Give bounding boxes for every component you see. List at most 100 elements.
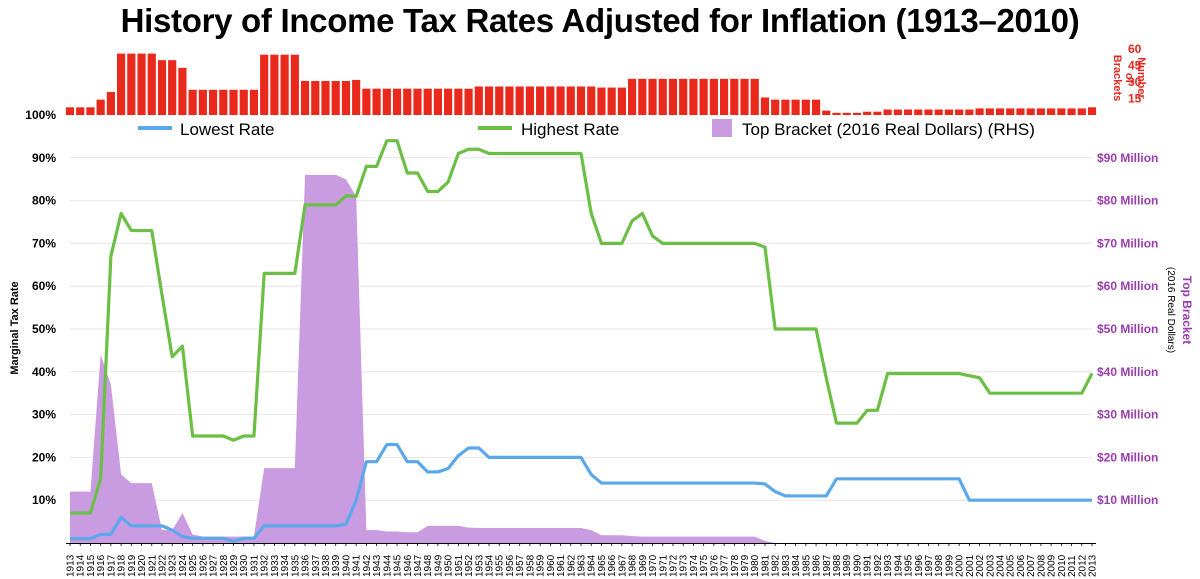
- bracket-bar: [689, 78, 698, 115]
- x-tick-label: 1966: [607, 554, 618, 577]
- bracket-bar: [433, 88, 443, 115]
- x-tick-label: 1917: [106, 554, 117, 577]
- x-tick-label: 2011: [1067, 555, 1078, 577]
- bracket-bar: [239, 89, 248, 115]
- rhs-tick-label: $90 Million: [1097, 151, 1158, 165]
- bracket-bar: [801, 99, 810, 115]
- x-tick-label: 1995: [904, 554, 915, 577]
- legend-label-top-bracket: Top Bracket (2016 Real Dollars) (RHS): [742, 120, 1035, 139]
- bracket-bar: [1026, 108, 1035, 115]
- bracket-bar: [484, 86, 494, 115]
- bracket-bar: [699, 78, 708, 115]
- legend-swatch-highest: [478, 126, 512, 130]
- bracket-bar: [229, 89, 238, 115]
- y-tick-label: 100%: [25, 108, 56, 122]
- bracket-bar: [975, 108, 984, 115]
- bracket-bar: [1047, 108, 1056, 115]
- x-tick-label: 1980: [750, 554, 761, 577]
- rhs-tick-label: $70 Million: [1097, 236, 1158, 250]
- x-tick-label: 2007: [1026, 554, 1037, 577]
- x-tick-label: 1931: [249, 554, 260, 577]
- brackets-label-line-1: Number: [1135, 57, 1147, 99]
- x-tick-label: 1965: [597, 554, 608, 577]
- bracket-bar: [260, 54, 269, 115]
- x-tick-label: 1991: [863, 554, 874, 577]
- bracket-bar: [290, 54, 299, 115]
- rhs-tick-label: $40 Million: [1097, 365, 1158, 379]
- brackets-tick-label: 15: [1128, 92, 1142, 106]
- brackets-label-line-2: of: [1123, 73, 1135, 84]
- bracket-bar: [321, 81, 330, 115]
- bracket-bar: [576, 86, 586, 115]
- x-tick-label: 2009: [1047, 554, 1058, 577]
- bracket-bar: [362, 88, 371, 115]
- x-tick-label: 1920: [137, 554, 148, 577]
- x-tick-label: 1979: [740, 554, 751, 577]
- x-tick-label: 1964: [587, 554, 598, 577]
- bracket-bar: [403, 88, 412, 115]
- x-tick-label: 2013: [1088, 554, 1099, 577]
- bracket-bar: [444, 88, 453, 115]
- rhs-tick-label: $30 Million: [1097, 408, 1158, 422]
- highest-rate-line: [70, 139, 1094, 515]
- x-tick-label: 1960: [546, 554, 557, 577]
- bracket-bar: [730, 78, 739, 115]
- rhs-axis-label: Top Bracket: [1180, 276, 1194, 344]
- bracket-bar: [873, 111, 882, 115]
- x-tick-label: 1928: [219, 554, 230, 577]
- x-tick-label: 1994: [893, 554, 904, 577]
- bracket-bar: [893, 109, 902, 115]
- line-layer: [70, 139, 1094, 543]
- y-tick-label: 60%: [32, 279, 56, 293]
- bracket-bar: [474, 86, 483, 115]
- x-tick-label: 2012: [1077, 554, 1088, 577]
- x-tick-label: 1927: [209, 554, 220, 577]
- bracket-bar: [106, 91, 115, 115]
- bracket-bar: [392, 88, 402, 115]
- y-tick-label: 70%: [32, 236, 56, 250]
- chart-title: History of Income Tax Rates Adjusted for…: [120, 2, 1080, 39]
- x-tick-label: 1941: [352, 554, 363, 577]
- x-tick-label: 1926: [198, 554, 209, 577]
- legend-label-highest: Highest Rate: [521, 120, 619, 139]
- x-tick-label: 2002: [975, 554, 986, 577]
- x-tick-label: 1955: [495, 554, 506, 577]
- bracket-bar: [556, 86, 565, 115]
- x-tick-label: 1963: [577, 554, 588, 577]
- x-tick-label: 1929: [229, 554, 240, 577]
- bracket-bar: [883, 109, 892, 115]
- bracket-bar: [985, 108, 994, 115]
- bracket-bar: [771, 99, 780, 115]
- x-tick-label: 1935: [290, 554, 301, 577]
- bracket-bar: [208, 89, 218, 115]
- x-tick-label: 1976: [709, 554, 720, 577]
- y-tick-label: 20%: [32, 450, 56, 464]
- bracket-bar: [96, 99, 105, 115]
- x-tick-label: 1925: [188, 554, 199, 577]
- top-bracket-area: [70, 174, 1092, 544]
- x-tick-label: 1940: [341, 554, 352, 577]
- x-tick-label: 1969: [638, 554, 649, 577]
- bracket-bar: [648, 78, 657, 115]
- bracket-bar: [740, 78, 749, 115]
- bracket-bar: [1067, 108, 1076, 115]
- x-tick-label: 1986: [812, 554, 823, 577]
- bracket-bar: [842, 112, 851, 115]
- x-tick-label: 1915: [86, 554, 97, 577]
- bracket-bar: [505, 86, 514, 115]
- bracket-bar: [709, 78, 718, 115]
- x-tick-label: 1999: [944, 554, 955, 577]
- x-tick-label: 2005: [1006, 554, 1017, 577]
- x-tick-label: 1943: [372, 554, 383, 577]
- rhs-tick-label: $60 Million: [1097, 279, 1158, 293]
- bracket-bar: [566, 86, 575, 115]
- bracket-bar: [137, 53, 146, 115]
- bracket-bar: [188, 89, 197, 115]
- x-tick-label: 1990: [852, 554, 863, 577]
- x-tick-label: 2003: [985, 554, 996, 577]
- rhs-tick-label: $50 Million: [1097, 322, 1158, 336]
- x-tick-label: 1975: [699, 554, 710, 577]
- axis-layer: 10% 20% 30% 40% 50% 60% 70% 80% 90% 100% $10 Milli…: [25, 42, 1158, 577]
- legend-label-lowest: Lowest Rate: [180, 120, 275, 139]
